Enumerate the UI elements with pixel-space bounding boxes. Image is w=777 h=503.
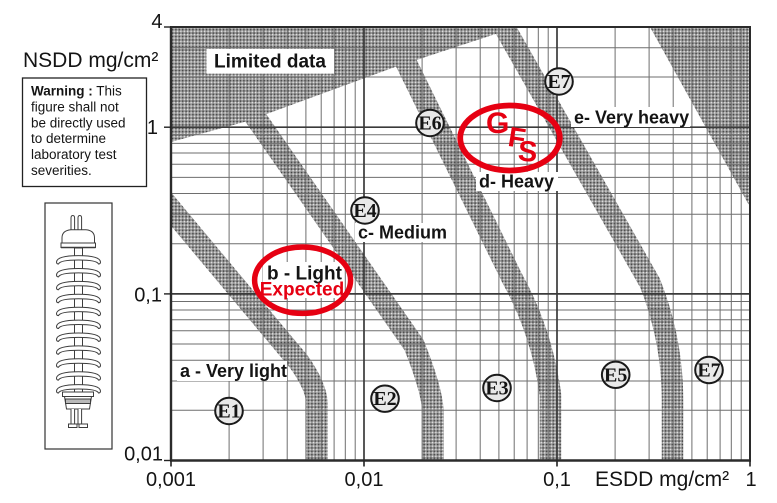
svg-text:ESDD mg/cm²: ESDD mg/cm² [595,468,729,491]
svg-text:E3: E3 [485,378,508,400]
svg-text:b - Light: b - Light [267,264,343,285]
svg-text:0,1: 0,1 [134,284,162,306]
svg-text:Expected: Expected [260,280,344,301]
svg-text:figure shall not: figure shall not [31,99,119,114]
svg-text:0,01: 0,01 [345,469,384,491]
svg-text:E6: E6 [418,113,441,135]
svg-text:0,001: 0,001 [146,469,196,491]
svg-text:d- Heavy: d- Heavy [479,172,554,192]
svg-text:to determine: to determine [31,131,106,146]
svg-text:1: 1 [147,117,158,139]
svg-text:a - Very light: a - Very light [180,361,287,381]
svg-text:1: 1 [745,469,756,491]
svg-text:Limited data: Limited data [214,52,326,73]
svg-text:4: 4 [151,11,162,33]
svg-text:Warning : This: Warning : This [31,84,122,99]
svg-text:NSDD mg/cm²: NSDD mg/cm² [23,49,158,72]
svg-text:F: F [506,121,528,154]
svg-text:severities.: severities. [31,163,92,178]
svg-text:E2: E2 [373,388,396,410]
svg-text:e- Very heavy: e- Very heavy [574,108,689,128]
svg-text:E7: E7 [547,71,570,93]
svg-text:0,01: 0,01 [124,444,163,466]
svg-text:laboratory test: laboratory test [31,147,117,162]
svg-text:E1: E1 [217,401,240,423]
svg-text:S: S [517,136,539,169]
svg-text:0,1: 0,1 [543,469,571,491]
svg-text:E4: E4 [353,200,376,222]
svg-text:E7: E7 [697,360,720,382]
svg-text:c- Medium: c- Medium [358,223,447,243]
svg-text:E5: E5 [604,364,627,386]
svg-text:G: G [486,107,509,140]
svg-text:be directly used: be directly used [31,115,126,130]
